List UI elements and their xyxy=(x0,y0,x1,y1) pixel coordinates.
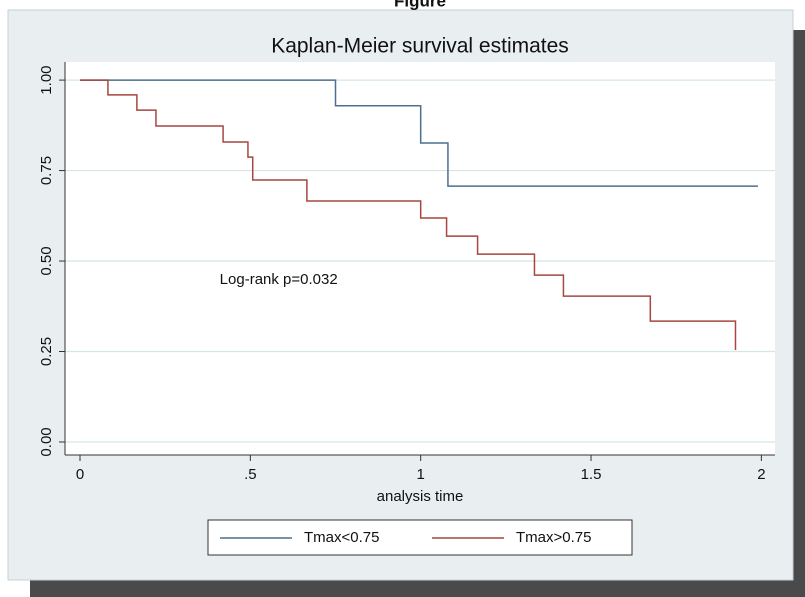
x-tick-label: 2 xyxy=(757,466,765,483)
legend-label: Tmax>0.75 xyxy=(516,529,591,546)
chart-title: Kaplan-Meier survival estimates xyxy=(271,35,569,58)
figure-label: Figure xyxy=(394,0,446,10)
y-tick-label: 0.50 xyxy=(38,246,55,275)
survival-curve xyxy=(79,79,758,187)
x-tick-label: 1 xyxy=(417,466,425,483)
y-tick-label: 0.00 xyxy=(38,427,55,456)
y-tick-label: 0.75 xyxy=(38,156,55,185)
annotation: Log-rank p=0.032 xyxy=(220,271,338,288)
x-tick-label: .5 xyxy=(244,466,257,483)
legend xyxy=(207,519,633,556)
legend-label: Tmax<0.75 xyxy=(304,529,379,546)
y-tick-label: 1.00 xyxy=(38,65,55,94)
survival-curve xyxy=(79,79,737,351)
y-tick-label: 0.25 xyxy=(38,337,55,366)
x-tick-label: 1.5 xyxy=(581,466,602,483)
x-axis-label: analysis time xyxy=(377,488,464,505)
x-tick-label: 0 xyxy=(76,466,84,483)
